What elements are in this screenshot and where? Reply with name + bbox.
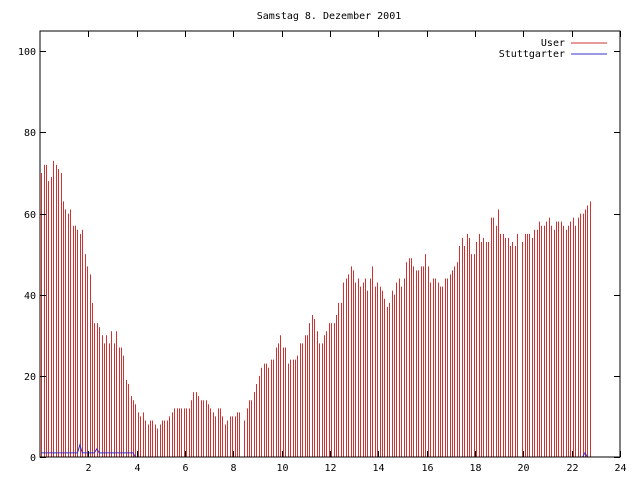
x-tick-label: 4 bbox=[134, 463, 140, 474]
y-tick-label: 20 bbox=[24, 372, 36, 383]
x-tick-label: 18 bbox=[469, 463, 481, 474]
y-tick-label: 100 bbox=[18, 47, 36, 58]
y-tick-label: 60 bbox=[24, 210, 36, 221]
x-tick-label: 24 bbox=[614, 463, 626, 474]
legend-entry-user: User bbox=[541, 38, 565, 49]
x-tick-label: 10 bbox=[276, 463, 288, 474]
x-tick-label: 16 bbox=[421, 463, 433, 474]
user-bars bbox=[41, 160, 591, 457]
x-tick-label: 22 bbox=[566, 463, 578, 474]
x-tick-label: 2 bbox=[85, 463, 91, 474]
x-tick-label: 20 bbox=[517, 463, 529, 474]
legend: User Stuttgarter bbox=[499, 38, 607, 60]
chart-title: Samstag 8. Dezember 2001 bbox=[257, 11, 402, 22]
x-tick-label: 12 bbox=[324, 463, 336, 474]
y-tick-label: 0 bbox=[30, 453, 36, 464]
x-tick-label: 6 bbox=[182, 463, 188, 474]
x-tick-label: 14 bbox=[372, 463, 384, 474]
y-tick-label: 40 bbox=[24, 291, 36, 302]
x-tick-label: 8 bbox=[230, 463, 236, 474]
y-tick-label: 80 bbox=[24, 128, 36, 139]
legend-entry-stuttgarter: Stuttgarter bbox=[499, 49, 565, 60]
